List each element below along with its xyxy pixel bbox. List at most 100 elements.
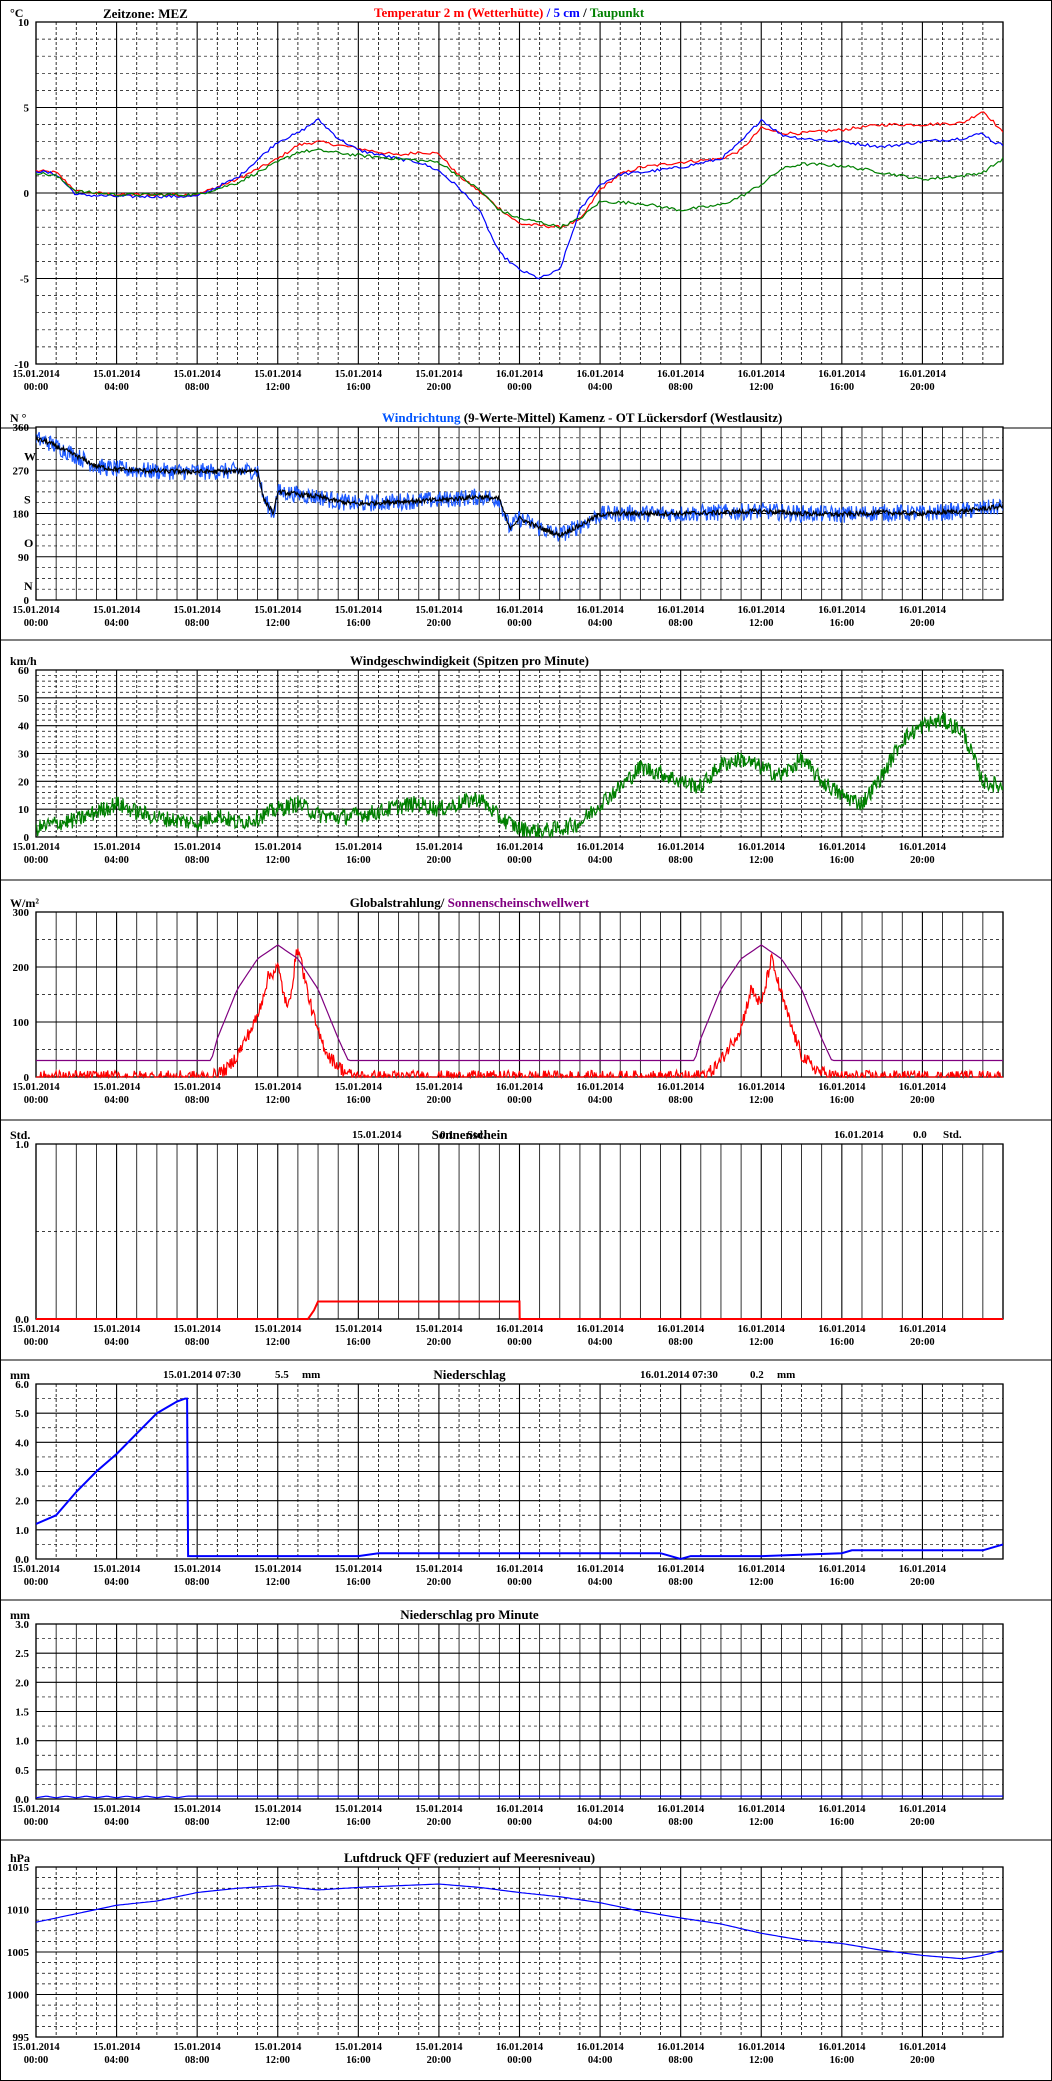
x-tick-date: 15.01.2014 bbox=[174, 2042, 222, 2053]
series-line bbox=[36, 434, 1003, 540]
title-part: Taupunkt bbox=[590, 5, 645, 20]
x-tick-time: 00:00 bbox=[24, 855, 49, 866]
y-tick-label: 1015 bbox=[7, 1862, 30, 1874]
title-part: / bbox=[543, 5, 553, 20]
x-tick-date: 15.01.2014 bbox=[415, 1564, 463, 1575]
x-tick-date: 16.01.2014 bbox=[818, 1082, 866, 1093]
x-tick-time: 08:00 bbox=[185, 382, 210, 393]
plot-frame bbox=[35, 911, 1004, 1078]
title-part: Niederschlag pro Minute bbox=[400, 1607, 539, 1622]
x-tick-date: 15.01.2014 bbox=[174, 842, 222, 853]
x-tick-date: 16.01.2014 bbox=[738, 2042, 786, 2053]
x-tick-time: 08:00 bbox=[668, 2055, 693, 2066]
x-tick-time: 20:00 bbox=[427, 1337, 452, 1348]
series-group bbox=[36, 1795, 1003, 1799]
x-tick-date: 15.01.2014 bbox=[415, 1804, 463, 1815]
x-tick-time: 12:00 bbox=[749, 618, 774, 629]
x-tick-time: 08:00 bbox=[668, 1337, 693, 1348]
title-part: 5 cm bbox=[553, 5, 580, 20]
x-tick-date: 16.01.2014 bbox=[657, 1564, 705, 1575]
panel-title: Temperatur 2 m (Wetterhütte) / 5 cm / Ta… bbox=[374, 5, 645, 20]
x-tick-date: 16.01.2014 bbox=[657, 2042, 705, 2053]
x-tick-date: 15.01.2014 bbox=[335, 369, 383, 380]
series-group bbox=[36, 111, 1003, 280]
x-tick-date: 16.01.2014 bbox=[899, 2042, 947, 2053]
x-tick-time: 20:00 bbox=[427, 1095, 452, 1106]
summary-unit: Std. bbox=[943, 1129, 962, 1141]
y-tick-label: 10 bbox=[18, 17, 30, 29]
x-tick-date: 15.01.2014 bbox=[254, 2042, 302, 2053]
x-tick-time: 00:00 bbox=[507, 2055, 532, 2066]
x-tick-time: 20:00 bbox=[910, 1817, 935, 1828]
x-tick-time: 08:00 bbox=[185, 618, 210, 629]
unit-label: N ° bbox=[10, 411, 27, 425]
x-tick-date: 15.01.2014 bbox=[174, 1564, 222, 1575]
x-tick-time: 04:00 bbox=[588, 382, 613, 393]
x-tick-date: 16.01.2014 bbox=[496, 1324, 544, 1335]
panel-title: Sonnenschein bbox=[432, 1127, 509, 1142]
y-tick-label: 995 bbox=[13, 2032, 30, 2044]
title-part: Temperatur 2 m (Wetterhütte) bbox=[374, 5, 543, 20]
summary-value: 0.2 bbox=[750, 1369, 764, 1381]
compass-label: W bbox=[24, 449, 36, 463]
x-tick-date: 16.01.2014 bbox=[496, 369, 544, 380]
summary-unit: mm bbox=[777, 1369, 795, 1381]
x-tick-date: 15.01.2014 bbox=[335, 1324, 383, 1335]
title-part: Niederschlag bbox=[433, 1367, 506, 1382]
series-line bbox=[36, 118, 1003, 280]
x-tick-time: 12:00 bbox=[749, 382, 774, 393]
x-tick-time: 16:00 bbox=[830, 1095, 855, 1106]
x-tick-date: 16.01.2014 bbox=[657, 842, 705, 853]
y-tick-label: 0 bbox=[24, 188, 30, 200]
x-tick-date: 16.01.2014 bbox=[899, 1564, 947, 1575]
x-tick-date: 15.01.2014 bbox=[93, 1082, 141, 1093]
x-tick-time: 20:00 bbox=[427, 618, 452, 629]
x-tick-date: 16.01.2014 bbox=[899, 1082, 947, 1093]
x-tick-time: 00:00 bbox=[507, 1095, 532, 1106]
summary-unit: mm bbox=[302, 1369, 320, 1381]
x-tick-date: 16.01.2014 bbox=[738, 605, 786, 616]
x-tick-date: 15.01.2014 bbox=[174, 369, 222, 380]
y-tick-label: 6.0 bbox=[15, 1379, 29, 1391]
plot-frame bbox=[35, 669, 1004, 838]
x-tick-date: 16.01.2014 bbox=[738, 369, 786, 380]
x-tick-time: 16:00 bbox=[830, 1577, 855, 1588]
x-tick-time: 20:00 bbox=[427, 1577, 452, 1588]
x-tick-time: 04:00 bbox=[104, 382, 129, 393]
x-tick-time: 04:00 bbox=[588, 1337, 613, 1348]
summary-value: 0.0 bbox=[913, 1129, 927, 1141]
y-tick-label: 2.0 bbox=[15, 1496, 29, 1508]
x-tick-time: 04:00 bbox=[588, 1817, 613, 1828]
x-tick-date: 15.01.2014 bbox=[415, 1082, 463, 1093]
x-tick-time: 16:00 bbox=[346, 855, 371, 866]
y-tick-label: 1000 bbox=[7, 1990, 30, 2002]
x-tick-date: 16.01.2014 bbox=[657, 1082, 705, 1093]
series-line bbox=[36, 148, 1003, 230]
x-tick-date: 16.01.2014 bbox=[738, 1082, 786, 1093]
x-tick-time: 00:00 bbox=[507, 382, 532, 393]
panel-title: Luftdruck QFF (reduziert auf Meeresnivea… bbox=[344, 1850, 595, 1865]
x-tick-date: 15.01.2014 bbox=[12, 369, 60, 380]
x-tick-time: 08:00 bbox=[668, 618, 693, 629]
x-tick-date: 15.01.2014 bbox=[12, 1324, 60, 1335]
x-tick-time: 16:00 bbox=[346, 1095, 371, 1106]
y-tick-label: 180 bbox=[13, 509, 30, 521]
summary-value: 5.5 bbox=[275, 1369, 289, 1381]
x-tick-time: 04:00 bbox=[588, 2055, 613, 2066]
x-tick-date: 16.01.2014 bbox=[657, 605, 705, 616]
x-tick-date: 15.01.2014 bbox=[12, 605, 60, 616]
x-tick-time: 04:00 bbox=[588, 618, 613, 629]
y-tick-label: 1.5 bbox=[15, 1707, 29, 1719]
series-line bbox=[36, 1397, 1003, 1561]
x-tick-date: 16.01.2014 bbox=[576, 842, 624, 853]
x-tick-time: 12:00 bbox=[749, 1095, 774, 1106]
x-tick-date: 15.01.2014 bbox=[93, 369, 141, 380]
unit-label: hPa bbox=[10, 1851, 30, 1865]
x-tick-time: 20:00 bbox=[910, 1095, 935, 1106]
x-tick-date: 15.01.2014 bbox=[174, 1082, 222, 1093]
timezone-label: Zeitzone: MEZ bbox=[103, 6, 188, 21]
y-tick-label: 5 bbox=[24, 103, 30, 115]
y-tick-label: 360 bbox=[13, 422, 30, 434]
x-tick-date: 16.01.2014 bbox=[818, 1804, 866, 1815]
y-tick-label: 0 bbox=[24, 832, 30, 844]
